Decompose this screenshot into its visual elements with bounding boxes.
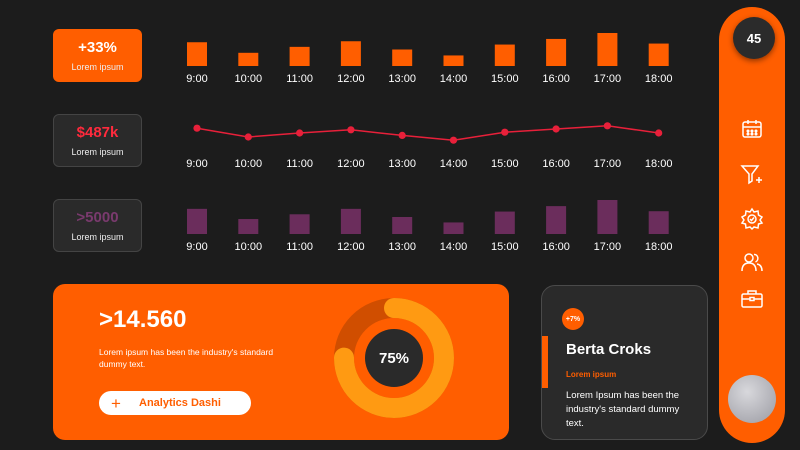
profile-role: Lorem ipsum xyxy=(566,370,617,379)
x-tick-label: 11:00 xyxy=(286,241,313,253)
bar xyxy=(597,33,618,66)
x-tick-label: 10:00 xyxy=(235,158,263,170)
stat-label: Lorem ipsum xyxy=(71,147,124,157)
x-tick-label: 18:00 xyxy=(645,73,673,85)
x-tick-label: 16:00 xyxy=(542,241,570,253)
users-icon[interactable] xyxy=(740,250,764,274)
donut-value-arc xyxy=(334,298,454,418)
x-tick-label: 18:00 xyxy=(645,158,673,170)
calendar-icon[interactable] xyxy=(740,117,764,141)
data-point xyxy=(552,125,560,133)
x-tick-label: 14:00 xyxy=(440,73,468,85)
bar xyxy=(340,208,361,234)
notification-counter[interactable]: 45 xyxy=(733,17,775,59)
stat-value: +33% xyxy=(78,39,117,56)
data-point xyxy=(244,133,252,141)
x-tick-label: 15:00 xyxy=(491,73,519,85)
x-tick-label: 9:00 xyxy=(186,241,207,253)
x-tick-label: 13:00 xyxy=(388,241,416,253)
bar xyxy=(597,200,618,234)
data-point xyxy=(296,129,304,137)
x-tick-label: 13:00 xyxy=(388,73,416,85)
bar xyxy=(546,38,567,66)
data-point xyxy=(398,131,406,139)
donut-center xyxy=(365,329,423,387)
bar xyxy=(392,49,413,66)
x-tick-label: 18:00 xyxy=(645,241,673,253)
orange-bar-chart: 9:00 10:00 11:00 12:00 13:00 14:00 15:00 16:00 1… xyxy=(186,33,673,85)
bar xyxy=(289,46,310,66)
x-tick-label: 17:00 xyxy=(594,158,622,170)
stat-label: Lorem ipsum xyxy=(71,232,124,242)
bar xyxy=(340,41,361,66)
stat-value: >5000 xyxy=(76,209,119,226)
stat-value: $487k xyxy=(76,124,119,141)
settings-gear-icon[interactable] xyxy=(740,207,764,231)
profile-accent-bar xyxy=(542,336,548,388)
bar xyxy=(443,55,464,66)
stat-card-revenue[interactable]: $487k Lorem ipsum xyxy=(53,114,142,167)
bar xyxy=(648,211,669,234)
red-line-chart: 9:00 10:00 11:00 12:00 13:00 14:00 15:00 16:00 1… xyxy=(186,122,673,170)
sidebar: 45 xyxy=(719,7,785,443)
summary-card: >14.560 Lorem ipsum has been the industr… xyxy=(53,284,509,440)
x-tick-label: 9:00 xyxy=(186,73,207,85)
series-line xyxy=(196,125,659,141)
bar xyxy=(289,214,310,234)
x-tick-label: 15:00 xyxy=(491,158,519,170)
x-tick-label: 17:00 xyxy=(594,73,622,85)
bar xyxy=(187,208,207,234)
profile-description: Lorem Ipsum has been the industry's stan… xyxy=(566,390,680,429)
x-tick-label: 10:00 xyxy=(235,73,263,85)
x-tick-label: 15:00 xyxy=(491,241,519,253)
data-point xyxy=(655,129,663,137)
plus-icon: + xyxy=(111,393,121,413)
big-number: >14.560 xyxy=(99,306,187,333)
x-tick-label: 12:00 xyxy=(337,241,365,253)
x-tick-label: 11:00 xyxy=(286,73,313,85)
data-point xyxy=(193,124,201,132)
profile-card[interactable]: +7% Berta Croks Lorem ipsum Lorem Ipsum … xyxy=(541,285,708,440)
x-tick-label: 10:00 xyxy=(235,241,263,253)
stat-card-visitors[interactable]: >5000 Lorem ipsum xyxy=(53,199,142,252)
analytics-button-label: Analytics Dashi xyxy=(139,397,221,409)
x-tick-label: 9:00 xyxy=(186,158,207,170)
bar xyxy=(648,43,669,66)
bar xyxy=(238,52,259,66)
purple-bar-chart: 9:00 10:00 11:00 12:00 13:00 14:00 15:00 16:00 1… xyxy=(186,200,673,253)
filter-add-icon[interactable] xyxy=(740,162,764,186)
bar xyxy=(443,222,464,234)
bar xyxy=(238,219,259,234)
data-point xyxy=(501,128,509,136)
x-tick-label: 14:00 xyxy=(440,158,468,170)
stat-label: Lorem ipsum xyxy=(71,62,124,72)
x-tick-label: 14:00 xyxy=(440,241,468,253)
x-tick-label: 16:00 xyxy=(542,73,570,85)
profile-name: Berta Croks xyxy=(566,341,652,358)
donut-chart: 75% xyxy=(334,298,454,418)
x-tick-label: 12:00 xyxy=(337,158,365,170)
bar xyxy=(187,42,207,66)
donut-label: 75% xyxy=(379,350,409,367)
bar xyxy=(392,217,413,234)
x-tick-label: 11:00 xyxy=(286,158,313,170)
x-tick-label: 17:00 xyxy=(594,241,622,253)
stat-card-growth[interactable]: +33% Lorem ipsum xyxy=(53,29,142,82)
x-tick-label: 12:00 xyxy=(337,73,365,85)
briefcase-icon[interactable] xyxy=(740,287,764,311)
data-point xyxy=(449,136,458,144)
summary-description: Lorem ipsum has been the industry's stan… xyxy=(99,347,274,369)
growth-badge: +7% xyxy=(562,308,584,330)
data-point xyxy=(603,122,611,130)
bar xyxy=(546,206,567,234)
avatar[interactable] xyxy=(728,375,776,423)
data-point xyxy=(347,126,355,134)
x-tick-label: 16:00 xyxy=(542,158,570,170)
bar xyxy=(494,44,515,66)
x-tick-label: 13:00 xyxy=(388,158,416,170)
analytics-button[interactable]: + Analytics Dashi xyxy=(99,391,251,415)
bar xyxy=(494,211,515,234)
